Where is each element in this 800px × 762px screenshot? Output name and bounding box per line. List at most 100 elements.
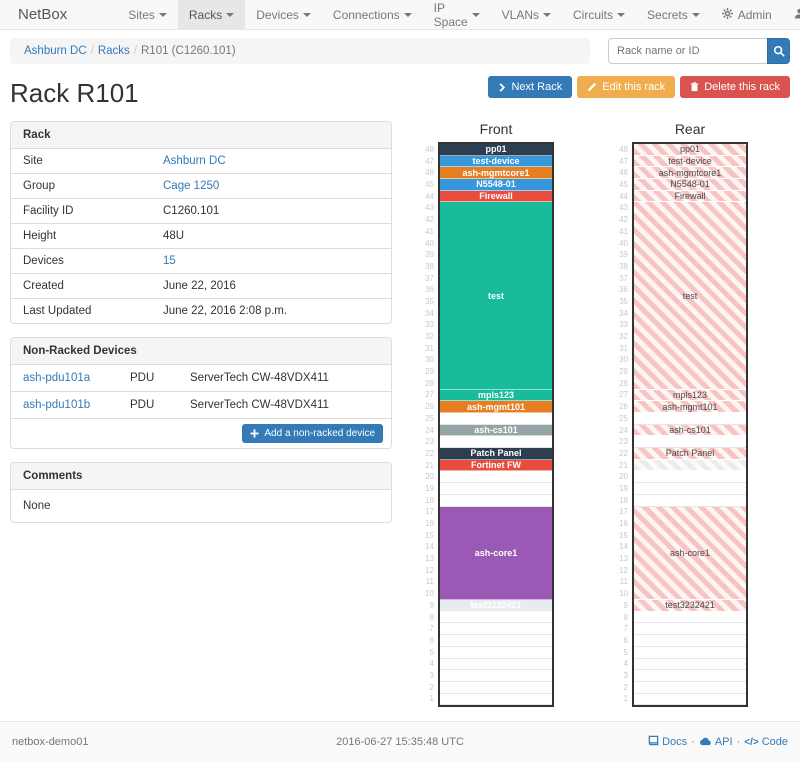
rack-device-slot[interactable]: N5548-01	[440, 179, 552, 191]
device-model: ServerTech CW-48VDX411	[190, 372, 329, 384]
unit-number: 26	[425, 402, 434, 412]
nav-item-sites[interactable]: Sites	[117, 0, 178, 29]
brand-logo[interactable]: NetBox	[18, 6, 68, 23]
edit-rack-button[interactable]: Edit this rack	[577, 76, 676, 98]
rack-device-slot[interactable]: Patch Panel	[634, 448, 746, 460]
rack-device-slot[interactable]: pp01	[440, 144, 552, 156]
rack-device-slot[interactable]	[634, 459, 746, 472]
unit-number: 43	[619, 203, 628, 213]
unit-number: 33	[425, 320, 434, 330]
unit-number: 30	[619, 355, 628, 365]
rack-device-slot[interactable]: ash-mgmt101	[634, 401, 746, 413]
attr-label: Created	[23, 280, 64, 292]
unit-number: 19	[619, 483, 628, 493]
unit-number: 20	[425, 472, 434, 482]
unit-number: 33	[619, 320, 628, 330]
rack-device-slot[interactable]: mpls123	[440, 389, 552, 402]
unit-number: 11	[425, 577, 434, 587]
rear-rack: 48 47 46 45 44 43 42 41 40 39 38 37 36 35 34 33 32 31 30 29…	[614, 142, 748, 708]
rack-device-slot[interactable]: ash-core1	[440, 506, 552, 601]
rack-device-slot[interactable]: mpls123	[634, 389, 746, 402]
rack-device-slot[interactable]: ash-mgmt101	[440, 401, 552, 413]
nav-item-devices[interactable]: Devices	[245, 0, 322, 29]
navbar: NetBox Sites Racks Devices Connections IP Sp…	[0, 0, 800, 30]
nav-item-vlans[interactable]: VLANs	[491, 0, 562, 29]
rack-device-slot[interactable]: Firewall	[634, 190, 746, 203]
attr-value: June 22, 2016 2:08 p.m.	[151, 299, 391, 323]
footer-link-docs[interactable]: Docs	[648, 735, 687, 749]
rack-device-slot[interactable]: ash-mgmtcore1	[634, 167, 746, 180]
nav-item-secrets[interactable]: Secrets	[636, 0, 711, 29]
device-link[interactable]: ash-pdu101b	[23, 399, 91, 411]
unit-number: 32	[425, 332, 434, 341]
nonracked-table: ash-pdu101a PDU ServerTech CW-48VDX411 ash-…	[11, 365, 391, 418]
unit-number: 6	[623, 635, 628, 645]
attr-value-text[interactable]: Ashburn DC	[163, 155, 226, 167]
unit-number: 24	[425, 425, 434, 435]
rack-empty-slot	[440, 693, 552, 706]
rack-empty-slot	[634, 436, 746, 449]
footer-link-label: Code	[761, 736, 789, 749]
navbar-profile[interactable]: Profile	[783, 0, 800, 29]
rack-device-slot[interactable]: test-device	[634, 155, 746, 168]
attr-value-text[interactable]: Cage 1250	[163, 180, 220, 192]
chevron-down-icon	[403, 12, 412, 17]
next-rack-label: Next Rack	[511, 81, 563, 93]
rack-device-slot[interactable]: test-device	[440, 155, 552, 168]
chevron-down-icon	[617, 12, 626, 17]
add-nonracked-device-button[interactable]: Add a non-racked device	[242, 424, 383, 443]
device-link[interactable]: ash-pdu101a	[23, 372, 91, 384]
rack-device-slot[interactable]: test	[440, 202, 552, 390]
search-button[interactable]	[767, 38, 790, 64]
navbar-right-label: Admin	[737, 7, 772, 22]
code-icon: </>	[744, 736, 759, 748]
trash-icon	[690, 82, 699, 92]
breadcrumb-item[interactable]: Racks	[97, 45, 130, 57]
chevron-down-icon	[158, 12, 167, 17]
rack-device-slot[interactable]: Fortinet FW	[440, 459, 552, 472]
unit-number: 12	[619, 565, 628, 575]
delete-rack-button[interactable]: Delete this rack	[680, 76, 790, 98]
rack-device-slot[interactable]: test3232421	[440, 600, 552, 612]
nav-item-ip-space[interactable]: IP Space	[423, 0, 491, 29]
navbar-admin[interactable]: Admin	[711, 0, 783, 29]
footer-link-code[interactable]: </> Code	[744, 736, 788, 748]
rack-device-slot[interactable]: ash-core1	[634, 506, 746, 601]
breadcrumb-item[interactable]: Ashburn DC	[24, 45, 87, 57]
rack-device-slot[interactable]: ash-cs101	[440, 424, 552, 437]
rack-device-slot[interactable]: test	[634, 202, 746, 390]
rack-empty-slot	[440, 483, 552, 495]
nav-item-connections[interactable]: Connections	[322, 0, 423, 29]
footer-link-api[interactable]: API	[699, 736, 733, 749]
chevron-right-icon	[500, 82, 506, 92]
search-input[interactable]	[608, 38, 767, 64]
unit-number: 4	[623, 659, 628, 669]
chevron-down-icon	[691, 12, 700, 17]
attr-label: Last Updated	[23, 305, 92, 317]
rack-device-slot[interactable]: ash-mgmtcore1	[440, 167, 552, 180]
unit-number: 38	[619, 261, 628, 271]
unit-number: 38	[425, 261, 434, 271]
rack-device-slot[interactable]: test3232421	[634, 600, 746, 612]
rack-device-slot[interactable]: Firewall	[440, 190, 552, 203]
main-content: Rack Site Ashburn DC Group Cage 1250 Facilit…	[0, 121, 800, 708]
footer-links: Docs · API · </> Code	[529, 735, 788, 749]
rack-device-slot[interactable]: ash-cs101	[634, 424, 746, 437]
unit-number: 36	[425, 285, 434, 295]
unit-number: 44	[619, 191, 628, 201]
attr-value-text[interactable]: 15	[163, 255, 176, 267]
nav-item-racks[interactable]: Racks	[177, 0, 246, 29]
book-icon	[648, 735, 659, 749]
rack-device-slot[interactable]: pp01	[634, 144, 746, 156]
table-row: ash-pdu101b PDU ServerTech CW-48VDX411	[11, 391, 391, 418]
attr-value: Cage 1250	[151, 174, 391, 198]
rack-device-slot[interactable]: Patch Panel	[440, 448, 552, 460]
footer-timestamp: 2016-06-27 15:35:48 UTC	[336, 736, 464, 749]
unit-number: 42	[425, 215, 434, 225]
table-row: Group Cage 1250	[11, 173, 391, 198]
rack-device-slot[interactable]: N5548-01	[634, 179, 746, 191]
nav-item-circuits[interactable]: Circuits	[562, 0, 636, 29]
rack-empty-slot	[634, 670, 746, 682]
next-rack-button[interactable]: Next Rack	[488, 76, 573, 98]
edit-rack-label: Edit this rack	[602, 81, 666, 93]
